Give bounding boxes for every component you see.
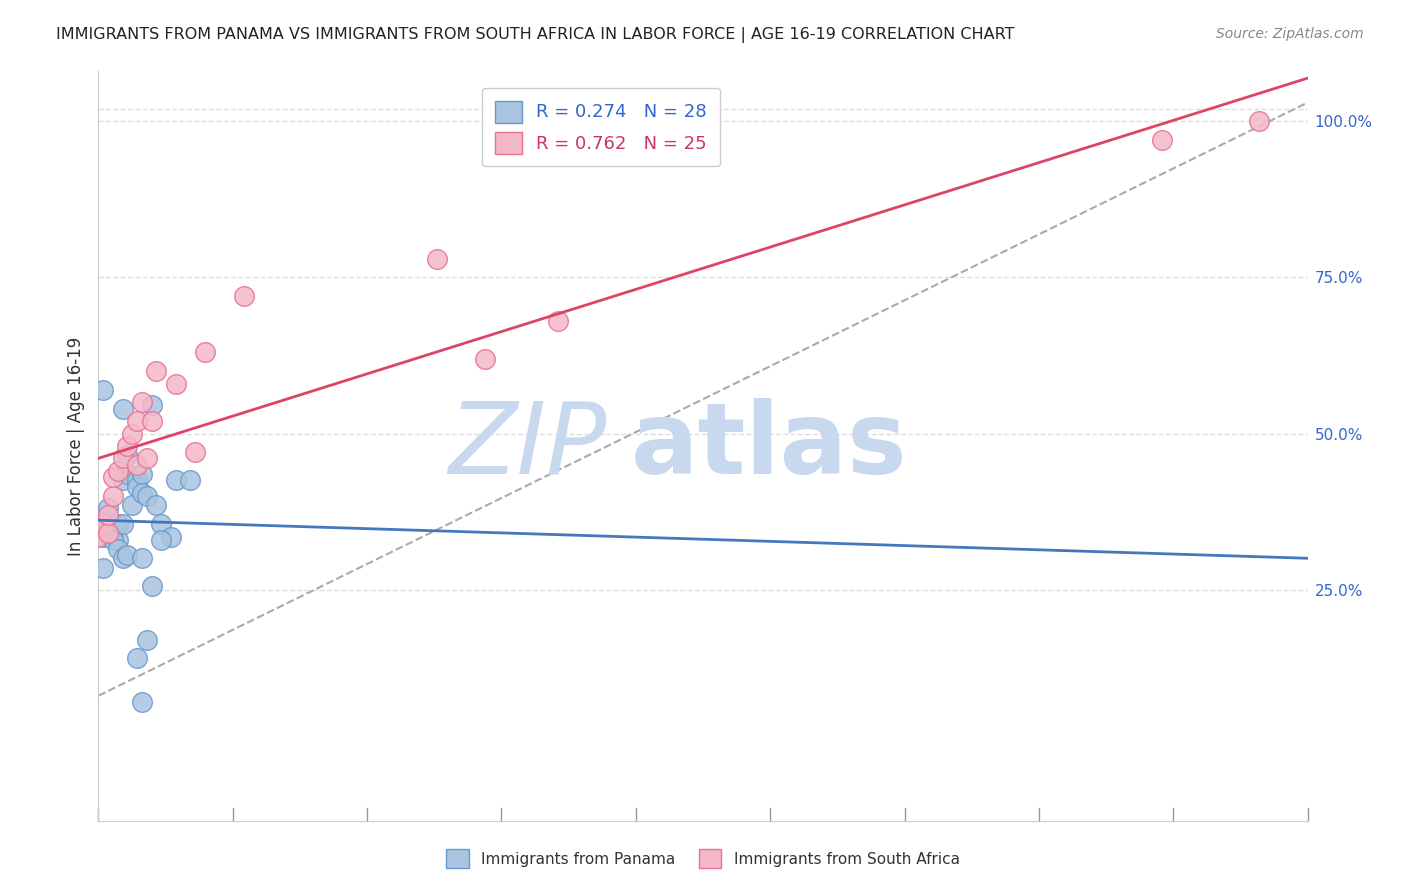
Text: atlas: atlas bbox=[630, 398, 907, 494]
Point bbox=[474, 351, 496, 366]
Point bbox=[111, 401, 134, 416]
Point bbox=[111, 473, 134, 487]
Point bbox=[87, 530, 110, 544]
Point bbox=[91, 530, 114, 544]
Point bbox=[101, 489, 124, 503]
Point bbox=[179, 473, 201, 487]
Point bbox=[127, 480, 149, 494]
Point bbox=[145, 364, 167, 378]
Point bbox=[145, 498, 167, 512]
Legend: R = 0.274   N = 28, R = 0.762   N = 25: R = 0.274 N = 28, R = 0.762 N = 25 bbox=[482, 88, 720, 166]
Point bbox=[127, 473, 149, 487]
Legend: Immigrants from Panama, Immigrants from South Africa: Immigrants from Panama, Immigrants from … bbox=[439, 841, 967, 875]
Point bbox=[101, 530, 124, 544]
Point bbox=[117, 548, 139, 563]
Point bbox=[111, 517, 134, 532]
Point bbox=[1249, 114, 1271, 128]
Point bbox=[150, 517, 173, 532]
Point bbox=[121, 498, 143, 512]
Point bbox=[117, 449, 139, 463]
Point bbox=[150, 533, 173, 547]
Point bbox=[232, 289, 254, 303]
Point bbox=[121, 426, 143, 441]
Point bbox=[107, 464, 129, 478]
Point bbox=[91, 561, 114, 575]
Point bbox=[141, 398, 163, 412]
Point bbox=[97, 520, 120, 534]
Point bbox=[127, 458, 149, 472]
Point bbox=[107, 533, 129, 547]
Point bbox=[131, 695, 153, 709]
Point bbox=[97, 526, 120, 541]
Point bbox=[117, 467, 139, 482]
Point bbox=[135, 489, 157, 503]
Text: IMMIGRANTS FROM PANAMA VS IMMIGRANTS FROM SOUTH AFRICA IN LABOR FORCE | AGE 16-1: IMMIGRANTS FROM PANAMA VS IMMIGRANTS FRO… bbox=[56, 27, 1015, 43]
Point bbox=[135, 451, 157, 466]
Point bbox=[165, 376, 187, 391]
Point bbox=[101, 470, 124, 484]
Point bbox=[1152, 133, 1174, 147]
Point bbox=[91, 383, 114, 397]
Y-axis label: In Labor Force | Age 16-19: In Labor Force | Age 16-19 bbox=[66, 336, 84, 556]
Point bbox=[101, 517, 124, 532]
Point bbox=[160, 530, 183, 544]
Point bbox=[131, 551, 153, 566]
Point bbox=[101, 533, 124, 547]
Point bbox=[97, 501, 120, 516]
Point bbox=[97, 526, 120, 541]
Point bbox=[184, 445, 207, 459]
Point bbox=[127, 414, 149, 428]
Point bbox=[165, 473, 187, 487]
Point bbox=[111, 451, 134, 466]
Text: ZIP: ZIP bbox=[449, 398, 606, 494]
Point bbox=[194, 345, 217, 359]
Point bbox=[426, 252, 449, 266]
Point bbox=[107, 517, 129, 532]
Point bbox=[111, 551, 134, 566]
Point bbox=[131, 485, 153, 500]
Point bbox=[97, 508, 120, 522]
Point bbox=[131, 395, 153, 409]
Point bbox=[141, 414, 163, 428]
Point bbox=[127, 651, 149, 665]
Point bbox=[131, 467, 153, 482]
Point bbox=[91, 517, 114, 532]
Text: Source: ZipAtlas.com: Source: ZipAtlas.com bbox=[1216, 27, 1364, 41]
Point bbox=[547, 314, 569, 328]
Point bbox=[141, 580, 163, 594]
Point bbox=[135, 632, 157, 647]
Point bbox=[107, 542, 129, 557]
Point bbox=[87, 517, 110, 532]
Point bbox=[117, 439, 139, 453]
